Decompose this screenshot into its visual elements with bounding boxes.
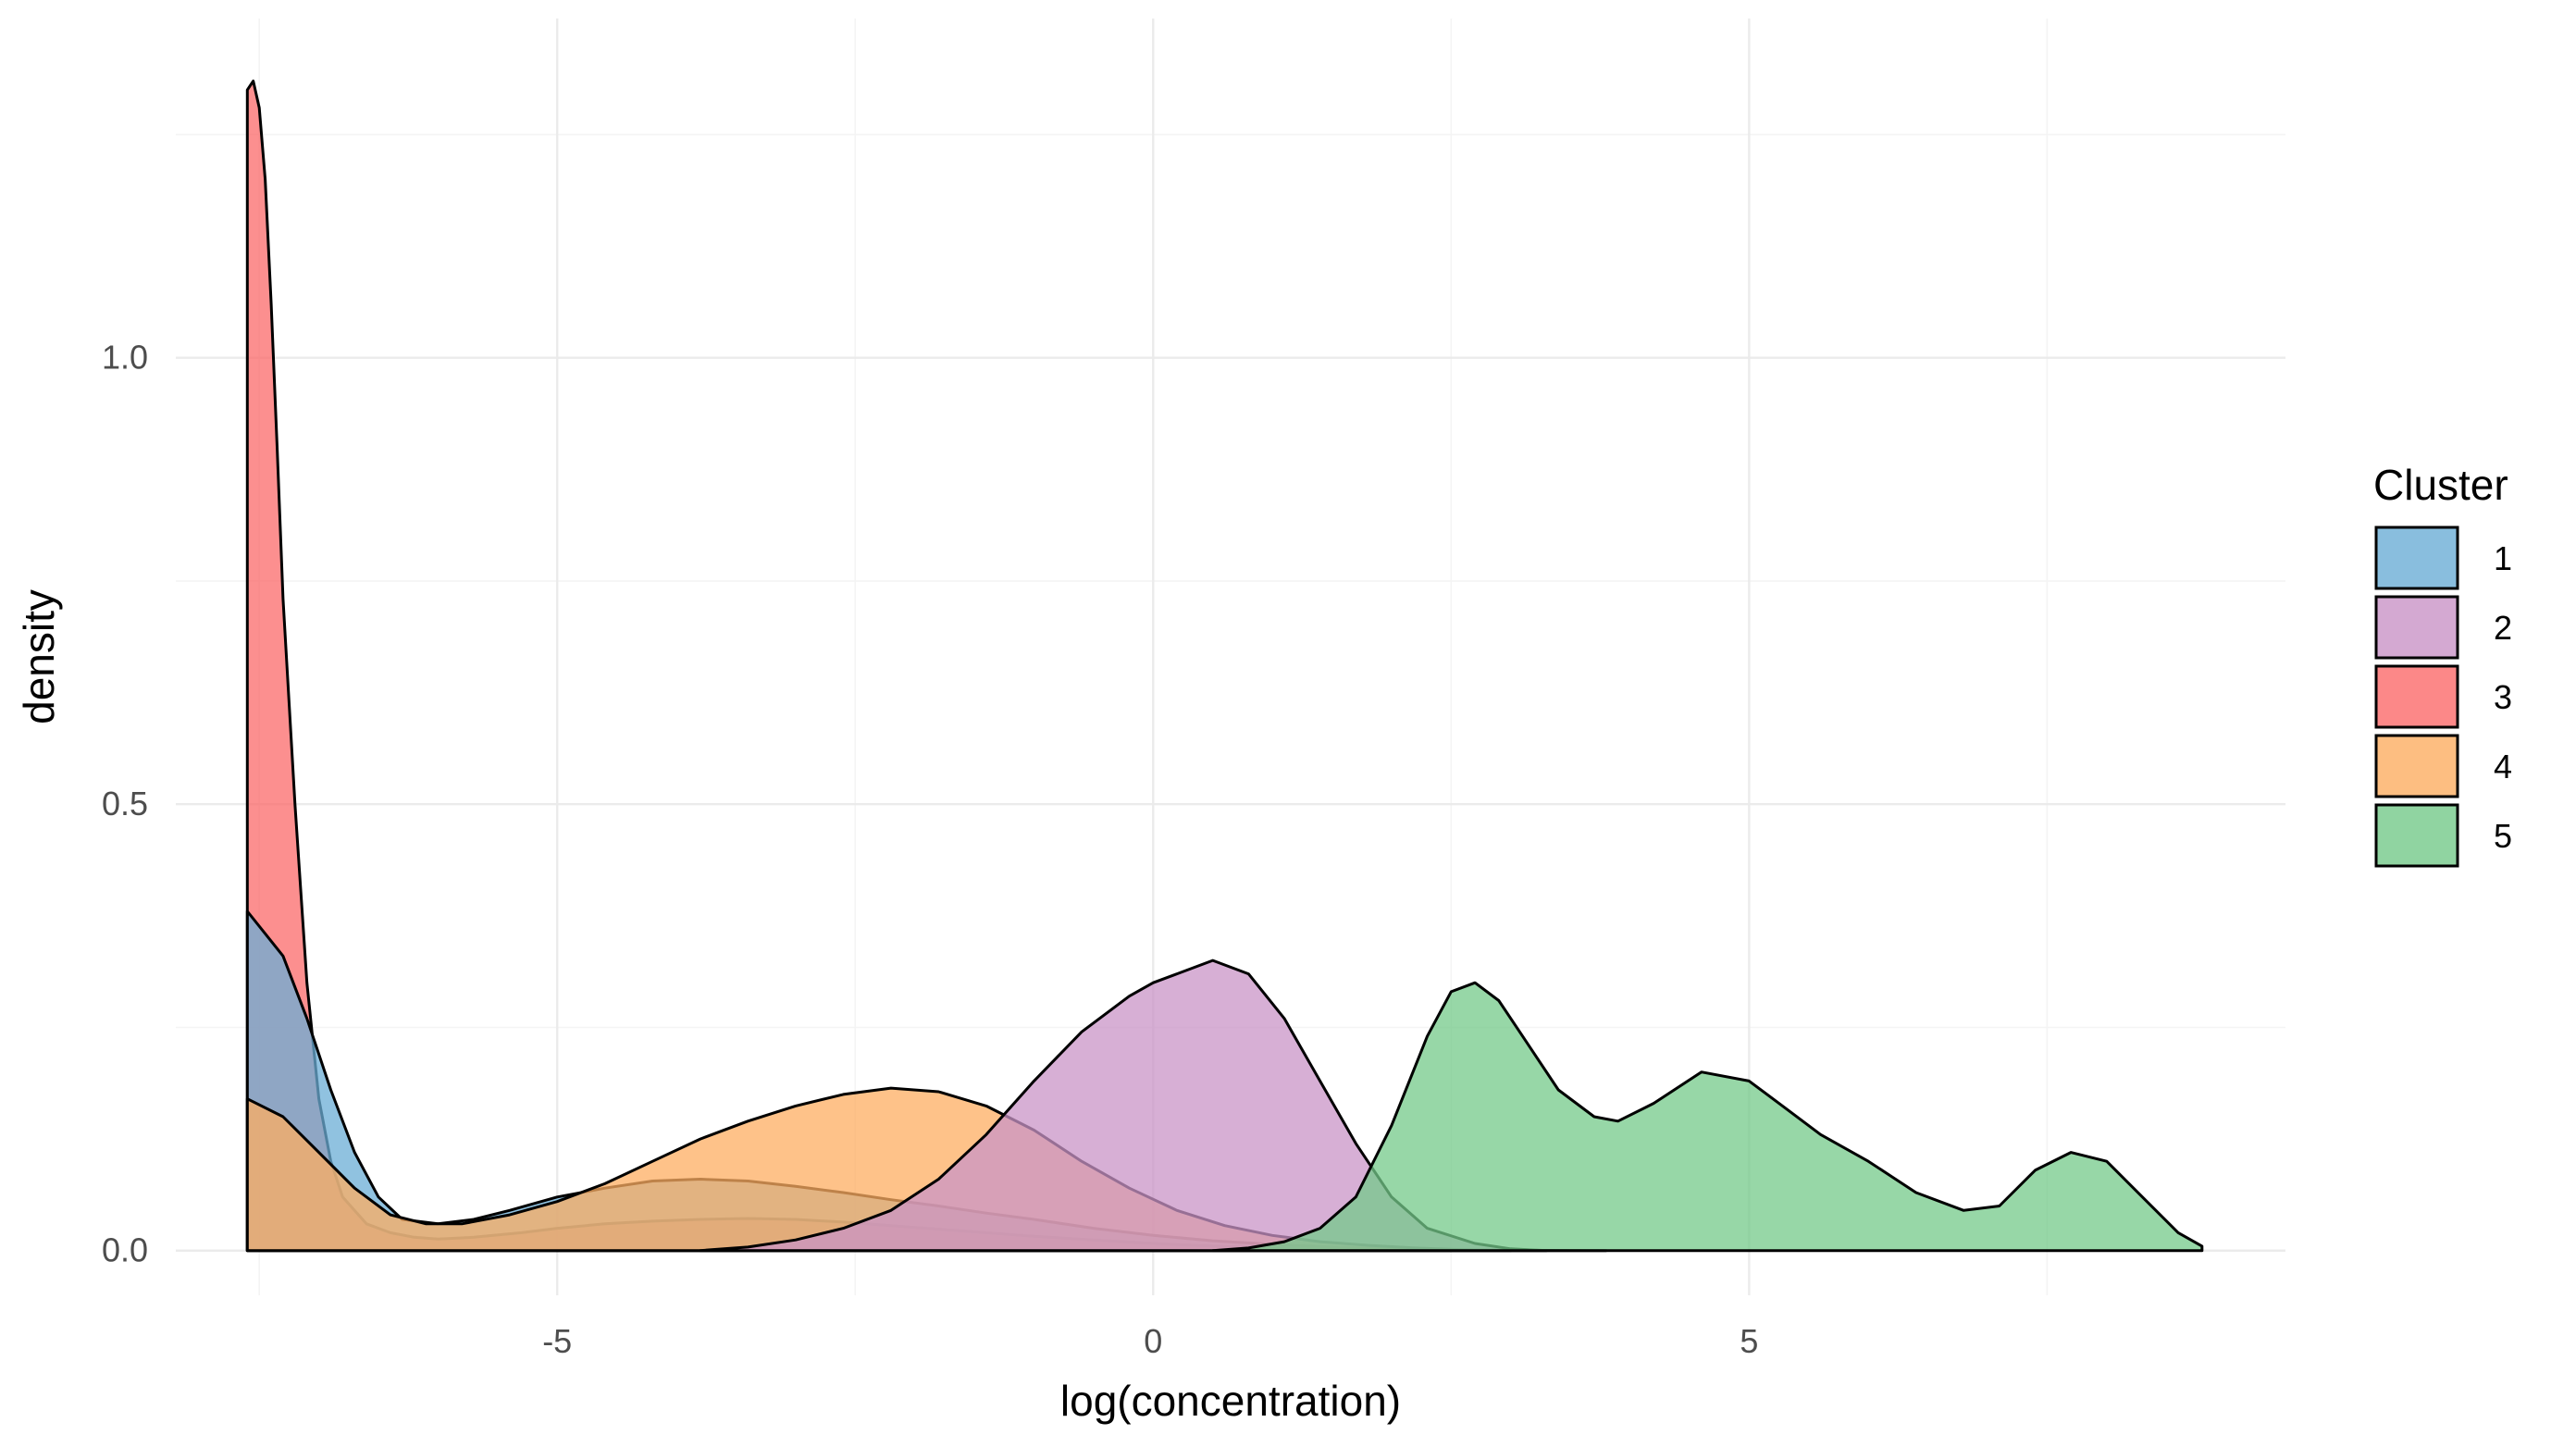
legend-swatch-5 (2374, 803, 2459, 868)
legend-swatch-1 (2374, 526, 2459, 590)
legend-label-5: 5 (2494, 817, 2512, 855)
density-area-cluster-5 (1211, 981, 2204, 1253)
legend-swatch-3 (2374, 664, 2459, 729)
legend-items: 1 2 3 4 5 (2374, 526, 2512, 868)
legend-label-4: 4 (2494, 748, 2512, 785)
legend-swatch-4 (2374, 734, 2459, 798)
x-tick-label: 5 (1740, 1322, 1758, 1360)
density-areas (245, 80, 2204, 1253)
y-tick-label: 0.0 (102, 1231, 148, 1269)
y-tick-label: 1.0 (102, 339, 148, 377)
x-tick-label: 0 (1144, 1322, 1162, 1360)
legend-title: Cluster (2373, 461, 2508, 509)
legend-label-2: 2 (2494, 609, 2512, 647)
legend-swatch-2 (2374, 595, 2459, 660)
x-axis-title: log(concentration) (1060, 1377, 1401, 1425)
axis-tick-labels: -5 0 5 0.0 0.5 1.0 (102, 339, 1758, 1360)
legend-label-1: 1 (2494, 539, 2512, 577)
y-axis-title: density (15, 589, 63, 724)
x-tick-label: -5 (542, 1322, 572, 1360)
legend: Cluster 1 2 3 4 5 (2373, 461, 2512, 868)
y-tick-label: 0.5 (102, 785, 148, 822)
legend-label-3: 3 (2494, 678, 2512, 716)
